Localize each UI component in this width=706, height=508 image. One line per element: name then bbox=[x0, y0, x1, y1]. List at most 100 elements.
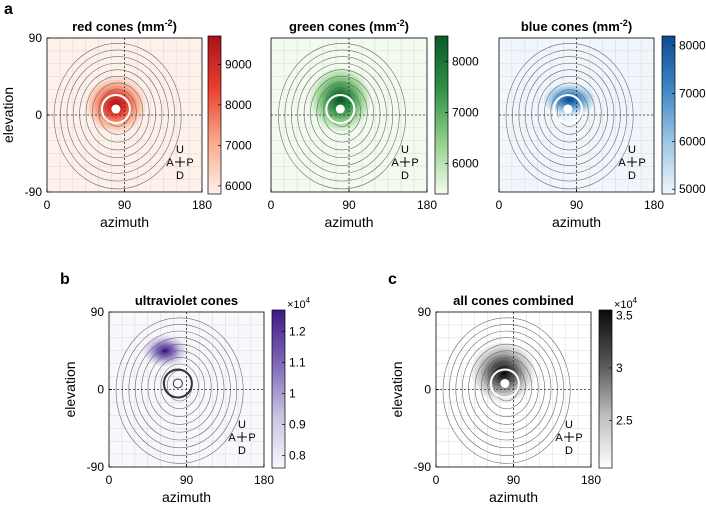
x-tick-label: 90 bbox=[118, 198, 132, 212]
orientation-right-label: P bbox=[411, 157, 418, 169]
retina-contour bbox=[154, 357, 206, 417]
retina-contour bbox=[316, 82, 368, 143]
retina-contour bbox=[115, 317, 244, 464]
retina-contour bbox=[79, 69, 156, 159]
retina-contour bbox=[537, 76, 602, 151]
optic-disc-ring bbox=[100, 94, 131, 125]
panel-title: blue cones (mm-2) bbox=[521, 18, 632, 34]
x-tick-label: 90 bbox=[180, 473, 194, 487]
panel-letter-b: b bbox=[60, 271, 70, 288]
retina-contour bbox=[134, 337, 225, 441]
colorbar-tick-label: 0.9 bbox=[289, 418, 306, 432]
retina-contour bbox=[303, 69, 381, 159]
orientation-up-label: U bbox=[401, 144, 409, 156]
x-axis-label: azimuth bbox=[324, 214, 373, 230]
colorbar-tick-label: 8000 bbox=[225, 98, 252, 112]
retina-contour bbox=[141, 343, 218, 433]
title-close: ) bbox=[405, 19, 409, 34]
retina-contour bbox=[310, 76, 374, 151]
orientation-left-label: A bbox=[618, 157, 626, 169]
orientation-left-label: A bbox=[555, 432, 563, 444]
x-tick-label: 90 bbox=[570, 198, 584, 212]
retina-contour bbox=[505, 43, 634, 190]
orientation-down-label: D bbox=[628, 170, 636, 182]
colorbar-exponent-base: ×10 bbox=[614, 299, 633, 311]
y-tick-label: 0 bbox=[424, 383, 431, 397]
retina-contour bbox=[284, 49, 400, 182]
x-tick-label: 180 bbox=[192, 198, 212, 212]
x-axis-label: azimuth bbox=[162, 489, 211, 505]
optic-disc-ring bbox=[162, 368, 193, 399]
title-text: all cones combined bbox=[453, 293, 574, 308]
panel-a-1: 0 90 180 azimuth green cones (mm-2) U DA P 8000 7… bbox=[268, 18, 479, 230]
retina-contour bbox=[53, 43, 182, 190]
title-text: blue cones (mm bbox=[521, 19, 620, 34]
y-tick-label: 90 bbox=[418, 305, 432, 319]
colorbar-tick-label: 1.1 bbox=[289, 356, 306, 370]
retina-contour bbox=[72, 62, 163, 166]
orientation-right-label: P bbox=[575, 432, 582, 444]
x-tick-label: 180 bbox=[644, 198, 664, 212]
retina-contour bbox=[322, 89, 362, 135]
retina-contour bbox=[297, 62, 387, 166]
colorbar-exponent-power: 4 bbox=[633, 296, 638, 305]
panel-title: ultraviolet cones bbox=[135, 293, 238, 308]
orientation-left-label: A bbox=[391, 157, 399, 169]
y-axis-label: elevation bbox=[389, 361, 405, 417]
x-tick-label: 180 bbox=[254, 473, 274, 487]
panel-a-2: 0 90 180 azimuth blue cones (mm-2) U DA P 8000 70… bbox=[496, 18, 706, 230]
colorbar bbox=[434, 35, 449, 195]
retina-contour bbox=[147, 350, 212, 425]
x-tick-label: 0 bbox=[44, 198, 51, 212]
retina-contour bbox=[461, 337, 552, 441]
colorbar-tick-label: 7000 bbox=[452, 105, 479, 119]
retina-contour bbox=[85, 76, 150, 151]
title-close: ) bbox=[628, 19, 632, 34]
y-axis-label: elevation bbox=[62, 361, 78, 417]
colorbar-tick-label: 6000 bbox=[225, 179, 252, 193]
colorbar bbox=[271, 309, 286, 469]
title-superscript: -2 bbox=[397, 18, 405, 28]
retina-contour bbox=[531, 69, 608, 159]
colorbar-tick-label: 5000 bbox=[679, 182, 706, 196]
retina-contour bbox=[92, 82, 144, 143]
x-axis-label: azimuth bbox=[552, 214, 601, 230]
x-tick-label: 0 bbox=[268, 198, 275, 212]
x-tick-label: 0 bbox=[496, 198, 503, 212]
colorbar-tick-label: 1 bbox=[289, 387, 296, 401]
colorbar bbox=[207, 35, 222, 195]
colorbar-tick-label: 9000 bbox=[225, 57, 252, 71]
colorbar-tick-label: 7000 bbox=[679, 86, 706, 100]
colorbar-exponent-base: ×10 bbox=[287, 299, 306, 311]
panel-letter-a: a bbox=[4, 1, 13, 18]
title-text: green cones (mm bbox=[289, 19, 397, 34]
optic-disc-ring bbox=[489, 368, 520, 399]
colorbar-tick-label: 3 bbox=[616, 361, 623, 375]
panel-title: red cones (mm-2) bbox=[72, 18, 177, 34]
colorbar-tick-label: 6000 bbox=[679, 134, 706, 148]
optic-disc-center bbox=[111, 104, 121, 114]
y-tick-label: -90 bbox=[414, 460, 432, 474]
y-tick-label: 90 bbox=[91, 305, 105, 319]
retina-contour bbox=[544, 82, 596, 143]
panel-title: all cones combined bbox=[453, 293, 574, 308]
heatmap-panels: 0 90 180 90 0 -90 azimuth elevation red cones (m… bbox=[0, 18, 706, 505]
optic-disc-ring bbox=[325, 94, 356, 125]
colorbar-tick-label: 1.2 bbox=[289, 325, 306, 339]
retina-contour bbox=[487, 363, 526, 410]
orientation-left-label: A bbox=[228, 432, 236, 444]
orientation-down-label: D bbox=[238, 445, 246, 457]
orientation-up-label: U bbox=[565, 419, 573, 431]
retina-contour bbox=[160, 363, 199, 410]
retina-contour bbox=[442, 317, 571, 464]
y-tick-label: 0 bbox=[35, 108, 42, 122]
x-axis-label: azimuth bbox=[100, 214, 149, 230]
orientation-down-label: D bbox=[401, 170, 409, 182]
colorbar-exponent: ×104 bbox=[614, 296, 638, 311]
y-tick-label: 90 bbox=[29, 31, 43, 45]
retina-contour bbox=[474, 350, 539, 425]
title-text: ultraviolet cones bbox=[135, 293, 238, 308]
